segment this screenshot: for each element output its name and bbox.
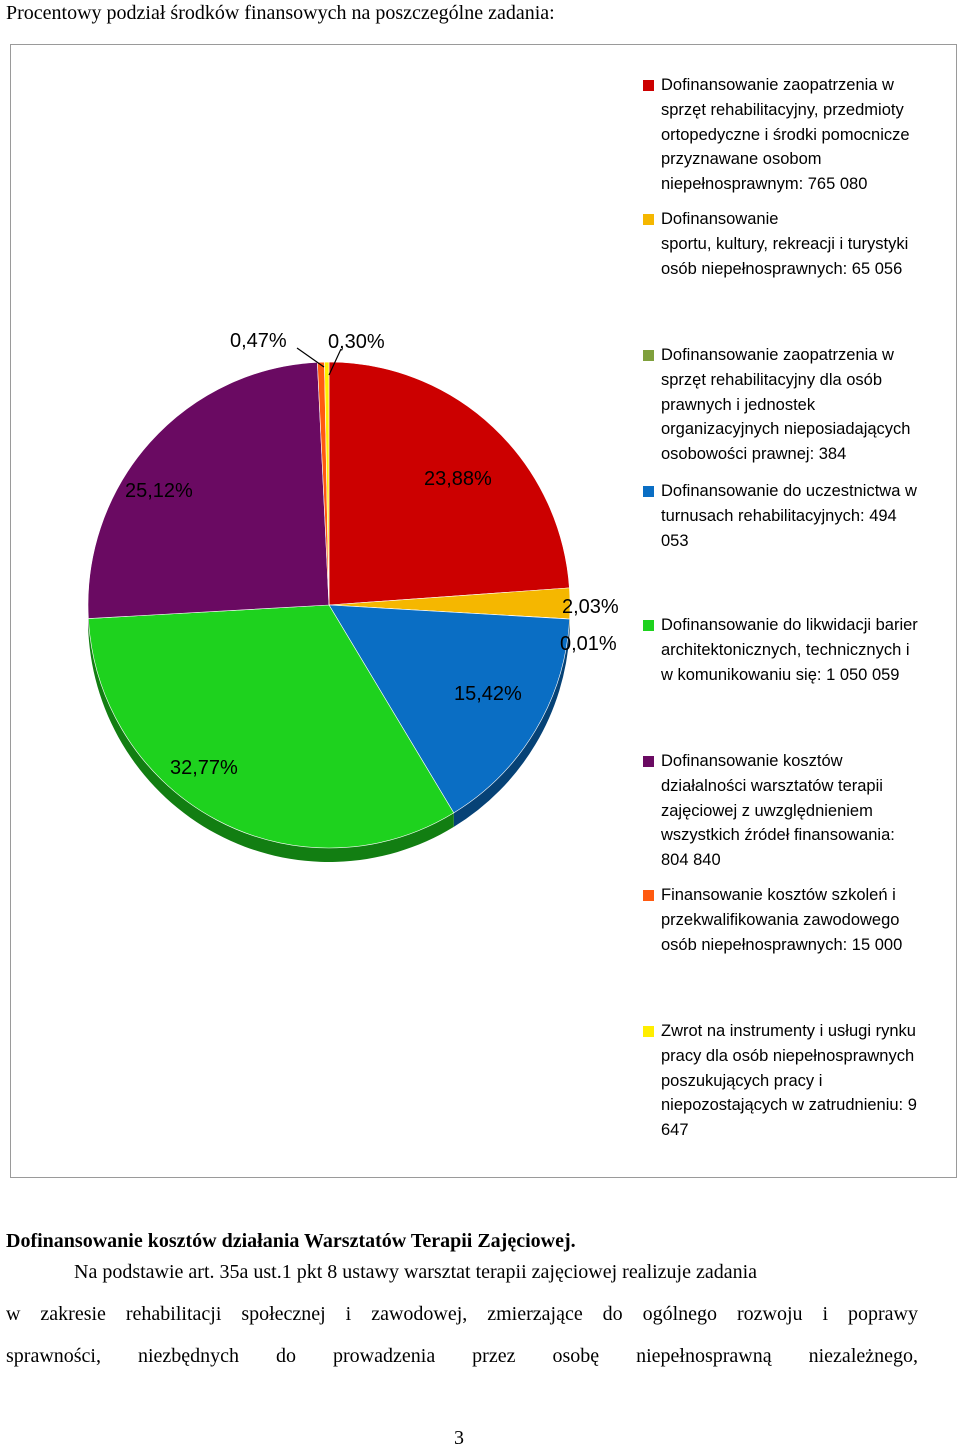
- chart-frame: 23,88% 2,03% 0,01% 15,42% 32,77% 25,12% 0,47% 0…: [10, 44, 957, 1178]
- pie-percent-label: 2,03%: [562, 596, 619, 618]
- paragraph-line: sprawności, niezbędnych do prowadzenia p…: [6, 1345, 918, 1368]
- legend-swatch: [643, 1026, 654, 1037]
- pie-percent-label: 25,12%: [125, 480, 193, 502]
- pie-percent-label: 15,42%: [454, 683, 522, 705]
- page-heading: Procentowy podział środków finansowych n…: [6, 2, 555, 25]
- paragraph-line: Na podstawie art. 35a ust.1 pkt 8 ustawy…: [74, 1261, 918, 1284]
- pie-percent-label: 23,88%: [424, 468, 492, 490]
- pie-percent-label: 0,01%: [560, 633, 617, 655]
- legend-swatch: [643, 620, 654, 631]
- pie-percent-label: 0,47%: [230, 330, 287, 352]
- legend-swatch: [643, 80, 654, 91]
- legend-swatch: [643, 350, 654, 361]
- paragraph-line: w zakresie rehabilitacji społecznej i za…: [6, 1303, 918, 1326]
- pie-percent-label: 0,30%: [328, 331, 385, 353]
- section-heading: Dofinansowanie kosztów działania Warszta…: [6, 1230, 576, 1253]
- legend-swatch: [643, 214, 654, 225]
- legend-swatch: [643, 756, 654, 767]
- legend-swatch: [643, 486, 654, 497]
- pie-percent-label: 32,77%: [170, 757, 238, 779]
- legend-swatch: [643, 890, 654, 901]
- page-number: 3: [454, 1427, 464, 1450]
